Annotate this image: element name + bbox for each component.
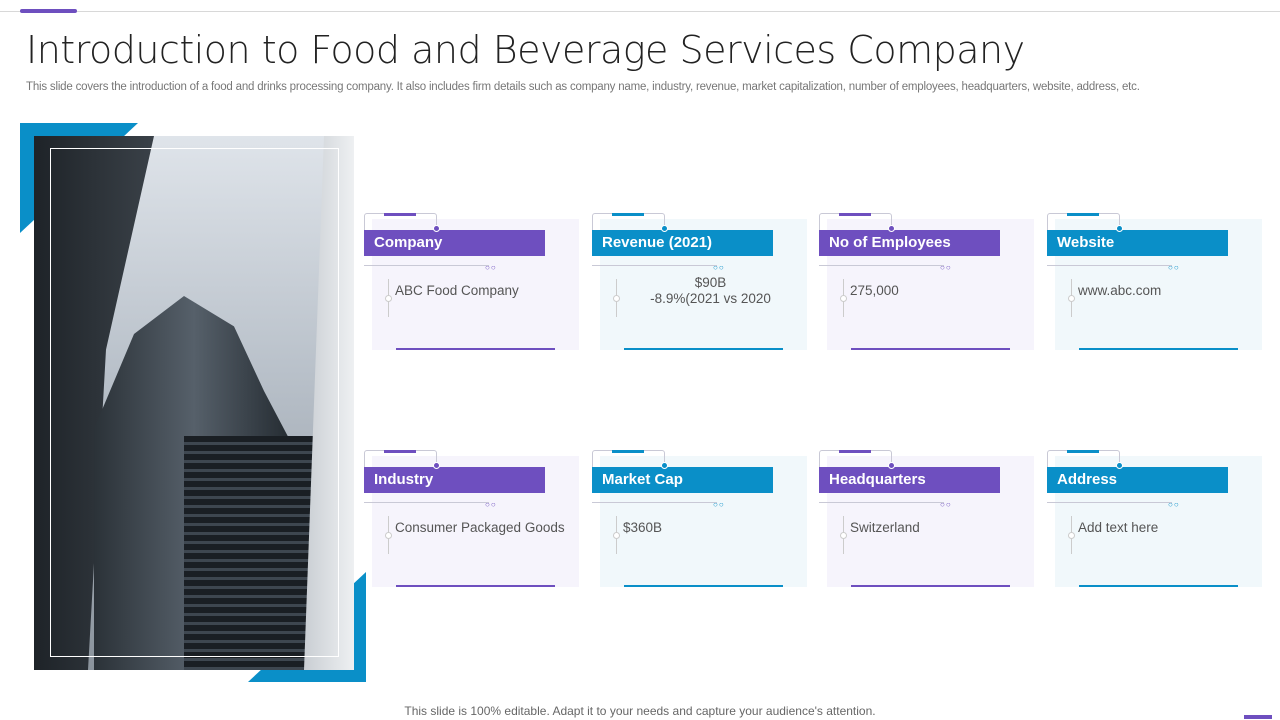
dots-icon: ○○	[1168, 263, 1180, 272]
card-header: Headquarters	[819, 467, 1000, 493]
card-bottom-bar	[396, 348, 555, 350]
dots-icon: ○○	[940, 500, 952, 509]
top-divider	[0, 11, 1280, 12]
card-bottom-bar	[851, 348, 1010, 350]
connector-dot	[888, 462, 895, 469]
card-tab-accent	[1067, 450, 1099, 453]
card-bottom-bar	[396, 585, 555, 587]
card-header: Revenue (2021)	[592, 230, 773, 256]
dots-icon: ○○	[485, 500, 497, 509]
info-card-headquarters: Headquarters ○○ Switzerland	[819, 450, 1039, 590]
connector-dot	[433, 462, 440, 469]
card-value-text: 275,000	[850, 283, 899, 298]
card-value: Switzerland	[850, 520, 1025, 536]
footer-accent	[1244, 715, 1272, 719]
card-bottom-bar	[624, 348, 783, 350]
value-guide-dot	[385, 532, 392, 539]
card-header: Address	[1047, 467, 1228, 493]
card-divider	[1047, 502, 1172, 503]
card-value-text: ABC Food Company	[395, 283, 519, 298]
value-guide-dot	[1068, 532, 1075, 539]
card-value-text: $360B	[623, 520, 663, 535]
card-divider	[364, 502, 489, 503]
info-card-company: Company ○○ ABC Food Company	[364, 213, 584, 353]
card-value: $90B -8.9%(2021 vs 2020	[623, 275, 798, 307]
card-divider	[592, 502, 717, 503]
card-value-text: $90B	[694, 275, 727, 290]
connector-dot	[661, 225, 668, 232]
value-guide-dot	[385, 295, 392, 302]
info-card-revenue-2021: Revenue (2021) ○○ $90B -8.9%(2021 vs 2020	[592, 213, 812, 353]
card-tab-accent	[384, 450, 416, 453]
dots-icon: ○○	[940, 263, 952, 272]
card-header: No of Employees	[819, 230, 1000, 256]
card-value-text: www.abc.com	[1078, 283, 1162, 298]
card-tab-accent	[612, 213, 644, 216]
card-value: 275,000	[850, 283, 1025, 299]
card-tab-accent	[1067, 213, 1099, 216]
page-title: Introduction to Food and Beverage Servic…	[26, 28, 1025, 72]
info-card-market-cap: Market Cap ○○ $360B	[592, 450, 812, 590]
card-value-text: Switzerland	[850, 520, 920, 535]
value-guide-dot	[1068, 295, 1075, 302]
card-divider	[1047, 265, 1172, 266]
connector-dot	[888, 225, 895, 232]
card-tab-accent	[839, 213, 871, 216]
card-value-text: Consumer Packaged Goods	[395, 520, 565, 535]
info-card-industry: Industry ○○ Consumer Packaged Goods	[364, 450, 584, 590]
card-value: Add text here	[1078, 520, 1253, 536]
card-value: www.abc.com	[1078, 283, 1253, 299]
card-header: Website	[1047, 230, 1228, 256]
page-subtitle: This slide covers the introduction of a …	[26, 81, 1140, 93]
card-divider	[819, 265, 944, 266]
value-guide-dot	[840, 532, 847, 539]
value-guide-dot	[613, 295, 620, 302]
card-tab-accent	[612, 450, 644, 453]
dots-icon: ○○	[485, 263, 497, 272]
connector-dot	[433, 225, 440, 232]
photo-frame	[50, 148, 339, 657]
connector-dot	[1116, 462, 1123, 469]
card-header: Industry	[364, 467, 545, 493]
card-divider	[592, 265, 717, 266]
office-building-photo	[34, 136, 354, 670]
card-bottom-bar	[851, 585, 1010, 587]
card-value: $360B	[623, 520, 798, 536]
value-guide-dot	[840, 295, 847, 302]
top-accent	[20, 9, 77, 13]
card-header: Market Cap	[592, 467, 773, 493]
footer-note: This slide is 100% editable. Adapt it to…	[404, 704, 876, 718]
card-divider	[364, 265, 489, 266]
connector-dot	[1116, 225, 1123, 232]
dots-icon: ○○	[1168, 500, 1180, 509]
card-value-change: -8.9%(2021 vs 2020	[650, 291, 771, 306]
dots-icon: ○○	[713, 263, 725, 272]
card-value: ABC Food Company	[395, 283, 570, 299]
card-tab-accent	[384, 213, 416, 216]
card-bottom-bar	[1079, 348, 1238, 350]
card-tab-accent	[839, 450, 871, 453]
connector-dot	[661, 462, 668, 469]
info-card-address: Address ○○ Add text here	[1047, 450, 1267, 590]
card-value-text: Add text here	[1078, 520, 1159, 535]
info-card-no-of-employees: No of Employees ○○ 275,000	[819, 213, 1039, 353]
card-divider	[819, 502, 944, 503]
card-bottom-bar	[1079, 585, 1238, 587]
value-guide-dot	[613, 532, 620, 539]
card-bottom-bar	[624, 585, 783, 587]
info-card-website: Website ○○ www.abc.com	[1047, 213, 1267, 353]
card-header: Company	[364, 230, 545, 256]
dots-icon: ○○	[713, 500, 725, 509]
card-value: Consumer Packaged Goods	[395, 520, 570, 536]
